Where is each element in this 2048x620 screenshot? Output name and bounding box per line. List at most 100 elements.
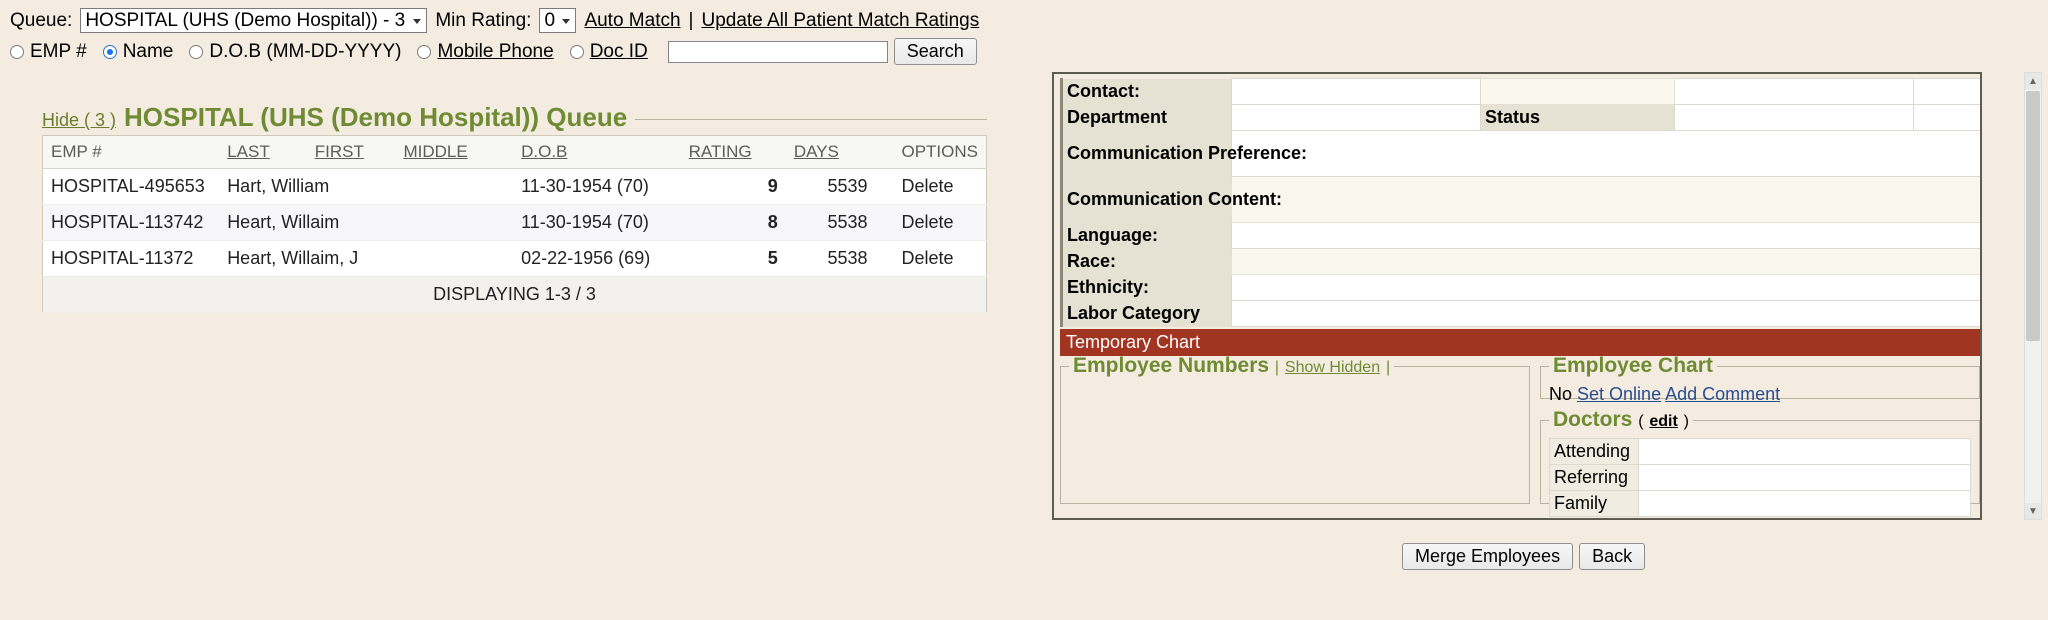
status-label: Status: [1480, 104, 1675, 131]
table-row[interactable]: HOSPITAL-113742 Heart, Willaim 11-30-195…: [42, 204, 987, 241]
auto-match-link[interactable]: Auto Match: [584, 9, 681, 31]
table-row[interactable]: HOSPITAL-495653 Hart, William 11-30-1954…: [42, 168, 987, 205]
race-value[interactable]: [1231, 248, 1980, 275]
toolbar-separator: |: [688, 9, 694, 31]
communication-preference-value[interactable]: [1231, 130, 1980, 177]
vertical-scrollbar[interactable]: ▲ ▼: [2024, 72, 2042, 520]
temporary-chart-banner: Temporary Chart: [1060, 329, 1980, 356]
edit-paren-close: ): [1683, 413, 1689, 430]
referring-value[interactable]: [1638, 464, 1971, 491]
col-rating[interactable]: RATING: [680, 135, 786, 169]
department-row: Department Status: [1063, 104, 1980, 131]
field-row-language: Language:: [1063, 222, 1980, 249]
doctors-section: Doctors ( edit ) Attending Referring Fam…: [1540, 408, 1980, 517]
radio-emp-number[interactable]: [10, 44, 24, 59]
queue-table-header-row: EMP # LAST FIRST MIDDLE D.O.B RATING DAY…: [42, 135, 987, 169]
family-value[interactable]: [1638, 490, 1971, 517]
employee-chart-row: No Set Online Add Comment: [1549, 382, 1971, 407]
cell-rating: 9: [680, 168, 786, 205]
merge-employees-button[interactable]: Merge Employees: [1402, 543, 1574, 570]
contact-extra-2: [1674, 78, 1914, 105]
table-footer-row: DISPLAYING 1-3 / 3: [42, 276, 987, 313]
pipe-right: |: [1385, 359, 1391, 376]
radio-label-name: Name: [122, 40, 174, 62]
cell-dob: 11-30-1954 (70): [513, 168, 681, 205]
pipe-left: |: [1274, 359, 1280, 376]
displaying-count: DISPLAYING 1-3 / 3: [42, 276, 987, 313]
communication-preference-label: Communication Preference:: [1063, 130, 1307, 177]
update-all-ratings-link[interactable]: Update All Patient Match Ratings: [701, 9, 980, 31]
col-dob[interactable]: D.O.B: [513, 135, 681, 169]
add-comment-link[interactable]: Add Comment: [1665, 384, 1781, 404]
min-rating-label: Min Rating:: [435, 9, 532, 31]
cell-dob: 02-22-1956 (69): [513, 240, 681, 277]
language-value[interactable]: [1231, 222, 1980, 249]
employee-numbers-section: Employee Numbers | Show Hidden |: [1060, 354, 1530, 504]
employee-chart-legend: Employee Chart: [1549, 354, 1717, 378]
attending-value[interactable]: [1638, 438, 1971, 465]
communication-content-label: Communication Content:: [1063, 176, 1282, 223]
radio-mobile-phone[interactable]: [417, 44, 432, 59]
attending-label: Attending: [1549, 438, 1639, 465]
field-row-communication-preference: Communication Preference:: [1063, 130, 1980, 177]
cell-delete-link[interactable]: Delete: [875, 168, 987, 205]
col-last[interactable]: LAST: [219, 135, 307, 169]
queue-table: EMP # LAST FIRST MIDDLE D.O.B RATING DAY…: [42, 135, 987, 313]
field-row-race: Race:: [1063, 248, 1980, 275]
cell-name: Heart, Willaim, J: [219, 240, 514, 277]
min-rating-select-wrap[interactable]: 0: [539, 8, 577, 33]
toolbar: Queue: HOSPITAL (UHS (Demo Hospital)) - …: [10, 8, 979, 33]
department-extra: [1913, 104, 1980, 131]
family-label: Family: [1549, 490, 1639, 517]
queue-select[interactable]: HOSPITAL (UHS (Demo Hospital)) - 3: [80, 8, 428, 33]
col-options: OPTIONS: [875, 135, 987, 169]
scrollbar-thumb[interactable]: [2026, 91, 2040, 341]
demographics-fields-block: Communication Preference: Communication …: [1060, 130, 1980, 327]
search-input[interactable]: [667, 40, 888, 63]
labor-category-value[interactable]: [1231, 300, 1980, 327]
cell-days: 5538: [785, 240, 876, 277]
status-value[interactable]: [1674, 104, 1914, 131]
queue-select-wrap[interactable]: HOSPITAL (UHS (Demo Hospital)) - 3: [80, 8, 428, 33]
col-days[interactable]: DAYS: [785, 135, 876, 169]
cell-dob: 11-30-1954 (70): [513, 204, 681, 241]
hide-queue-link[interactable]: Hide ( 3 ): [42, 110, 117, 130]
col-middle[interactable]: MIDDLE: [395, 135, 514, 169]
cell-emp-number: HOSPITAL-495653: [42, 168, 220, 205]
cell-rating: 5: [680, 240, 786, 277]
min-rating-select[interactable]: 0: [539, 8, 577, 33]
contact-label: Contact:: [1063, 78, 1232, 105]
cell-name: Heart, Willaim: [219, 204, 514, 241]
field-row-labor-category: Labor Category: [1063, 300, 1980, 327]
doctors-table: Attending Referring Family: [1549, 438, 1971, 517]
col-first[interactable]: FIRST: [306, 135, 396, 169]
cell-delete-link[interactable]: Delete: [875, 240, 987, 277]
radio-name[interactable]: [102, 44, 117, 59]
table-row[interactable]: HOSPITAL-11372 Heart, Willaim, J 02-22-1…: [42, 240, 987, 277]
queue-panel: Hide ( 3 ) HOSPITAL (UHS (Demo Hospital)…: [42, 102, 987, 313]
field-row-ethnicity: Ethnicity:: [1063, 274, 1980, 301]
cell-delete-link[interactable]: Delete: [875, 204, 987, 241]
set-online-link[interactable]: Set Online: [1577, 384, 1662, 404]
doctor-row-attending: Attending: [1549, 438, 1971, 465]
race-label: Race:: [1063, 248, 1232, 275]
scroll-up-arrow-icon[interactable]: ▲: [2025, 73, 2041, 89]
back-button[interactable]: Back: [1579, 543, 1646, 570]
communication-content-value[interactable]: [1231, 176, 1980, 223]
employee-chart-title: Employee Chart: [1553, 354, 1713, 377]
scroll-down-arrow-icon[interactable]: ▼: [2025, 503, 2041, 519]
doctor-row-family: Family: [1549, 490, 1971, 517]
radio-doc-id[interactable]: [569, 44, 584, 59]
show-hidden-link[interactable]: Show Hidden: [1284, 359, 1381, 376]
edit-doctors-link[interactable]: edit: [1649, 413, 1678, 430]
department-value[interactable]: [1231, 104, 1481, 131]
ethnicity-value[interactable]: [1231, 274, 1980, 301]
contact-value[interactable]: [1231, 78, 1481, 105]
demographics-block: Contact: Department Status: [1060, 78, 1980, 131]
search-button[interactable]: Search: [893, 38, 977, 65]
cell-rating: 8: [680, 204, 786, 241]
cell-emp-number: HOSPITAL-113742: [42, 204, 220, 241]
cell-emp-number: HOSPITAL-11372: [42, 240, 220, 277]
radio-dob[interactable]: [189, 44, 204, 59]
queue-title-rule: [635, 119, 987, 120]
